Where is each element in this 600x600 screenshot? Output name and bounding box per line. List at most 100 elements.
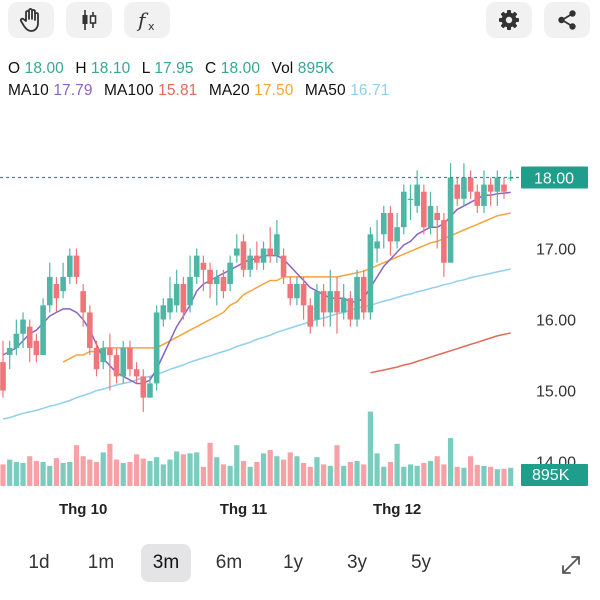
- gear-icon: [499, 10, 519, 30]
- volume-bar: [40, 462, 46, 486]
- volume-bar: [481, 465, 487, 486]
- range-3y-button[interactable]: 3y: [346, 552, 368, 573]
- volume-bar: [468, 456, 474, 486]
- candle-body: [380, 212, 387, 235]
- candle-body: [401, 191, 407, 228]
- hand-tool-button[interactable]: [8, 2, 54, 38]
- volume-bar: [200, 466, 206, 486]
- candle-body: [481, 184, 487, 206]
- candle-body: [280, 255, 287, 277]
- volume-bar: [260, 453, 267, 486]
- candle-body: [220, 276, 227, 292]
- volume-bar: [100, 452, 106, 486]
- candle-body: [394, 227, 400, 242]
- volume-bar: [361, 464, 367, 486]
- candle-body: [6, 347, 13, 356]
- range-5y-button[interactable]: 5y: [410, 552, 432, 573]
- last-price-label: 18.00: [534, 170, 574, 187]
- candle-body: [193, 255, 200, 277]
- low-label: L: [141, 60, 150, 77]
- candle-body: [474, 191, 481, 206]
- volume-value: 895K: [297, 60, 335, 77]
- candle-body: [300, 284, 307, 306]
- volume-bar: [0, 464, 6, 486]
- candle-body: [60, 276, 66, 292]
- candle-body: [287, 284, 294, 299]
- volume-bar: [120, 462, 126, 486]
- volume-bar: [214, 457, 220, 486]
- candle-body: [187, 276, 193, 306]
- range-1d-button[interactable]: 1d: [28, 552, 50, 573]
- settings-button[interactable]: [486, 2, 532, 38]
- candle-body: [387, 212, 394, 242]
- candle-body: [487, 184, 494, 192]
- candlestick-button[interactable]: [66, 2, 112, 38]
- hand-icon: [19, 8, 39, 32]
- candle-body: [327, 291, 334, 313]
- candle-body: [67, 255, 73, 277]
- volume-bar: [127, 462, 133, 486]
- candle-body: [307, 305, 314, 327]
- range-1y-button[interactable]: 1y: [282, 552, 304, 573]
- y-tick-label: 15.00: [536, 384, 576, 401]
- expand-button[interactable]: [560, 554, 582, 581]
- ma20-line: [62, 212, 511, 363]
- volume-bar: [454, 466, 460, 486]
- volume-bar: [274, 456, 280, 486]
- candle-body: [367, 234, 374, 313]
- volume-bar: [321, 464, 327, 486]
- share-button[interactable]: [544, 2, 590, 38]
- candle-body: [173, 284, 180, 306]
- candle-body: [374, 241, 380, 249]
- expand-icon: [562, 556, 580, 574]
- candle-body: [207, 269, 213, 285]
- volume-bar: [327, 465, 333, 486]
- volume-bar: [47, 465, 53, 486]
- volume-bar: [414, 465, 420, 486]
- volume-bar: [347, 462, 353, 486]
- volume-bar: [494, 469, 500, 486]
- volume-bar: [394, 443, 400, 486]
- range-6m-button[interactable]: 6m: [215, 552, 243, 573]
- x-tick-label: Thg 11: [220, 501, 268, 518]
- volume-bar: [447, 438, 454, 486]
- candle-body: [113, 355, 120, 377]
- range-1m-button[interactable]: 1m: [87, 552, 115, 573]
- ma100-line: [370, 332, 511, 374]
- candle-body: [320, 291, 327, 313]
- ma50-label: MA50: [304, 82, 346, 99]
- candle-body: [200, 262, 207, 270]
- candle-body: [354, 276, 360, 320]
- function-icon: f x: [136, 8, 155, 33]
- candle-body: [240, 241, 247, 270]
- volume-bar: [267, 450, 273, 486]
- candle-body: [274, 234, 280, 256]
- candle-body: [421, 191, 427, 228]
- ma100-value: 15.81: [158, 82, 198, 99]
- range-3m-button[interactable]: 3m: [141, 544, 191, 582]
- volume-bar: [287, 452, 293, 486]
- close-value: 18.00: [220, 60, 261, 77]
- candle-body: [254, 255, 260, 263]
- candle-body: [454, 184, 461, 199]
- volume-bar: [134, 454, 140, 486]
- candle-body: [53, 284, 60, 299]
- indicator-button[interactable]: f x: [124, 2, 170, 38]
- volume-bar: [314, 457, 320, 486]
- y-tick-label: 17.00: [536, 242, 576, 259]
- ohlc-legend: O 18.00 H 18.10 L 17.95 C 18.00 Vol 895K: [8, 60, 341, 78]
- volume-bar: [147, 461, 153, 486]
- volume-bar: [280, 459, 287, 486]
- volume-bar: [180, 454, 186, 486]
- candle-body: [294, 284, 300, 299]
- volume-bar: [407, 464, 414, 486]
- volume-bar: [140, 458, 146, 486]
- ma-legend: MA10 17.79 MA100 15.81 MA20 17.50 MA50 1…: [8, 82, 396, 100]
- volume-bar: [434, 456, 440, 486]
- volume-bar: [187, 453, 193, 486]
- candle-body: [340, 298, 347, 313]
- high-label: H: [75, 60, 87, 77]
- candle-body: [0, 362, 6, 391]
- volume-bar: [13, 462, 19, 486]
